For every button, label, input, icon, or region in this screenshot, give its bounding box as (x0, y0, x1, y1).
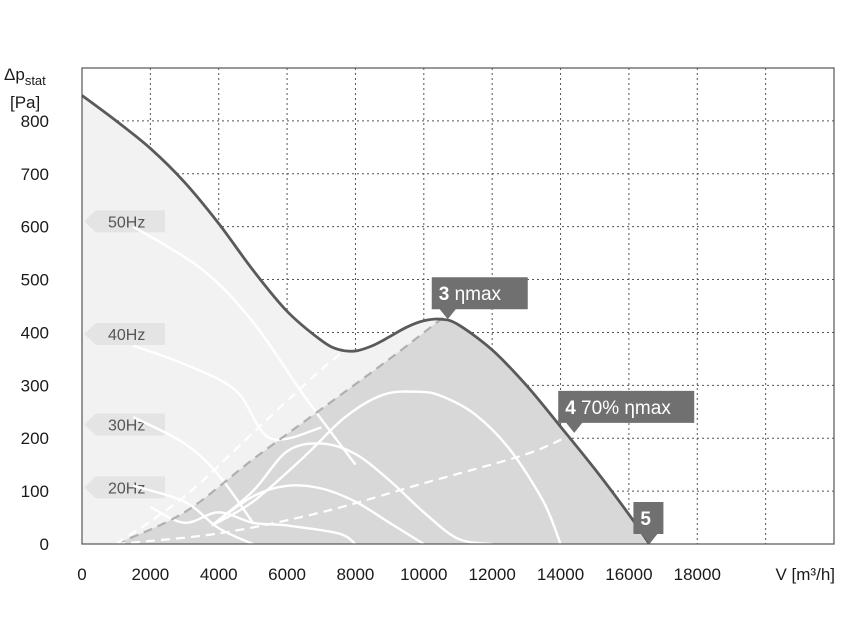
point-marker-5: 5 (633, 502, 664, 544)
y-axis-symbol: Δp (4, 65, 25, 84)
y-axis-label: Δpstat (4, 65, 46, 88)
operating-region (116, 316, 650, 544)
speed-label-0: 50Hz (84, 210, 165, 233)
x-tick-label: 16000 (605, 565, 652, 584)
speed-label-bg (84, 476, 165, 499)
y-tick-label: 600 (21, 218, 49, 237)
marker-tag (633, 502, 664, 544)
speed-curve-4 (211, 390, 562, 545)
speed-curves (132, 225, 562, 546)
axis-ticks: 0 2000 4000 6000 8000 10000 12000 14000 16000 180… (21, 112, 721, 584)
marker-tag (558, 390, 695, 433)
y-tick-label: 800 (21, 112, 49, 131)
speed-curve-6 (211, 484, 425, 546)
x-axis-label: V [m³/h] (775, 565, 835, 584)
speed-labels: 50Hz 40Hz 30Hz 20Hz (84, 210, 165, 499)
x-tick-label: 18000 (674, 565, 721, 584)
speed-label-1: 40Hz (84, 323, 165, 346)
y-tick-label: 300 (21, 376, 49, 395)
x-tick-label: 0 (77, 565, 86, 584)
speed-curve-2 (132, 416, 254, 524)
plot-frame (81, 67, 835, 545)
y-tick-label: 100 (21, 482, 49, 501)
eta70-left-line (115, 342, 357, 545)
marker-label: 3 ηmax (439, 284, 502, 305)
y-tick-label: 700 (21, 165, 49, 184)
speed-curve-3 (132, 484, 254, 546)
y-tick-label: 200 (21, 429, 49, 448)
operating-regions (82, 95, 650, 544)
marker-number: 5 (640, 509, 651, 530)
marker-text: ηmax (449, 284, 501, 305)
point-marker-4: 4 70% ηmax (558, 390, 695, 433)
speed-label-bg (84, 210, 165, 233)
speed-curve-1 (132, 344, 322, 441)
speed-curve-5 (211, 442, 493, 546)
x-tick-label: 14000 (537, 565, 584, 584)
x-tick-label: 12000 (469, 565, 516, 584)
speed-label-text: 30Hz (108, 417, 145, 434)
speed-curve-7 (149, 505, 357, 546)
speed-label-text: 20Hz (108, 480, 145, 497)
point-marker-3: 3 ηmax (431, 277, 528, 320)
x-tick-label: 8000 (337, 565, 375, 584)
x-tick-label: 4000 (200, 565, 238, 584)
marker-number: 3 (439, 284, 450, 305)
x-tick-label: 2000 (131, 565, 169, 584)
speed-label-bg (84, 323, 165, 346)
y-tick-label: 400 (21, 323, 49, 342)
y-axis-subscript: stat (25, 73, 46, 88)
y-axis-unit: [Pa] (10, 93, 40, 112)
marker-number: 4 (565, 398, 576, 419)
marker-label: 4 70% ηmax (565, 398, 671, 419)
marker-text: 70% ηmax (576, 398, 672, 419)
efficiency-lines (115, 318, 575, 546)
x-tick-label: 10000 (400, 565, 447, 584)
eta70-line (116, 431, 575, 546)
marker-tag (431, 277, 528, 320)
marker-label: 5 (640, 509, 651, 530)
y-tick-label: 0 (40, 535, 49, 554)
y-tick-label: 500 (21, 271, 49, 290)
main-curve-layer (81, 94, 651, 545)
speed-label-2: 30Hz (84, 413, 165, 436)
point-markers: 3 ηmax 4 70% ηmax 5 (431, 277, 695, 544)
eta-max-line (115, 318, 442, 545)
speed-label-bg (84, 413, 165, 436)
x-tick-label: 6000 (268, 565, 306, 584)
speed-label-text: 50Hz (108, 214, 145, 231)
speed-curve-0 (132, 225, 357, 466)
main-curve (81, 94, 651, 545)
speed-label-text: 40Hz (108, 327, 145, 344)
speed-label-3: 20Hz (84, 476, 165, 499)
